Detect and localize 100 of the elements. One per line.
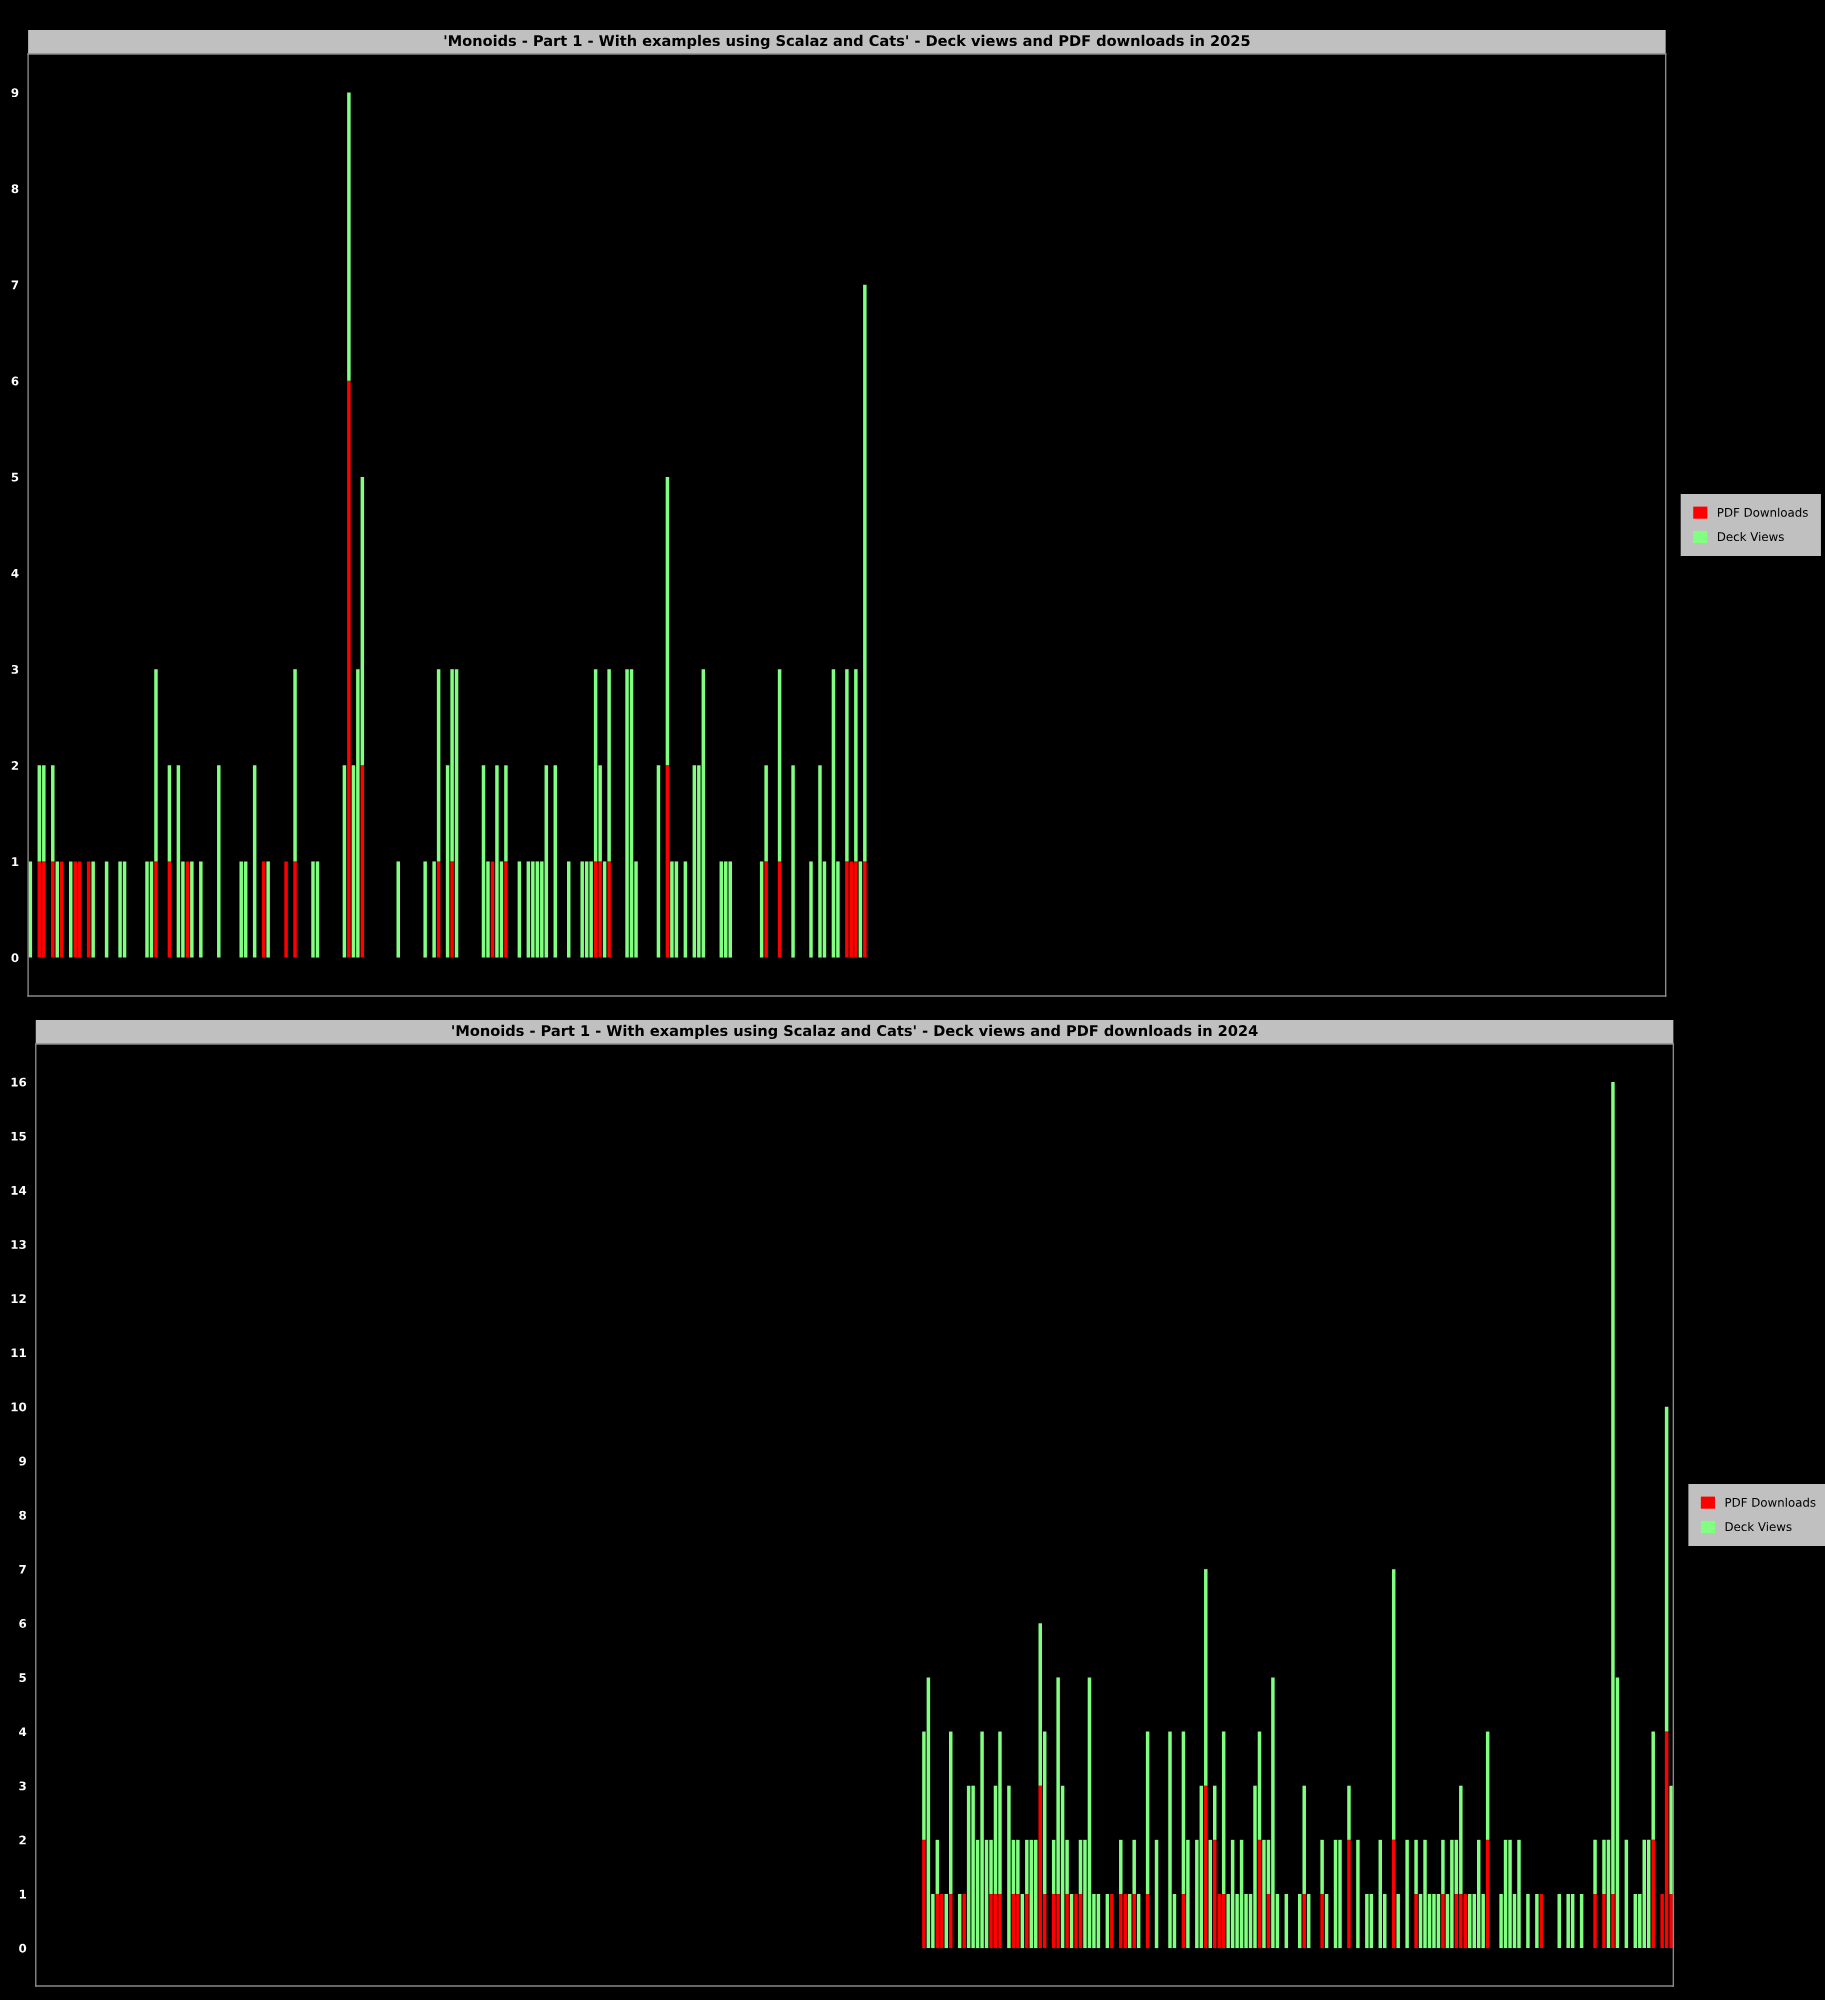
bar	[962, 1893, 966, 1949]
bar	[980, 1731, 984, 1949]
bar	[598, 861, 602, 958]
bar	[1405, 1839, 1409, 1949]
y-tick-label: 8	[11, 184, 19, 194]
bar	[1271, 1677, 1275, 1949]
bar	[293, 669, 297, 862]
bar	[60, 861, 64, 958]
bar	[998, 1731, 1002, 1894]
bar	[495, 765, 499, 958]
bar	[51, 765, 55, 862]
legend-label: Deck Views	[1717, 531, 1784, 542]
chart-title: 'Monoids - Part 1 - With examples using Scalaz and Cats' - Deck views and PDF downloads in 2025	[444, 34, 1250, 50]
bar	[971, 1785, 975, 1949]
bar	[1365, 1893, 1369, 1949]
bar	[1302, 1893, 1306, 1949]
bar	[190, 861, 194, 958]
y-tick-label: 0	[19, 1943, 27, 1953]
bar	[1535, 1893, 1539, 1949]
bar	[504, 765, 508, 862]
bar	[1651, 1839, 1655, 1949]
bar	[764, 861, 768, 958]
legend-label: PDF Downloads	[1725, 1497, 1816, 1507]
bar	[1025, 1893, 1029, 1949]
bar	[940, 1893, 944, 1949]
bar	[1034, 1839, 1038, 1949]
bar	[1669, 1785, 1673, 1894]
bar	[347, 92, 351, 381]
bar	[1320, 1893, 1324, 1949]
chart-title: 'Monoids - Part 1 - With examples using Scalaz and Cats' - Deck views and PDF downloads in 2024	[452, 1024, 1258, 1040]
bar	[1204, 1785, 1208, 1949]
bar	[311, 861, 315, 958]
legend-label: PDF Downloads	[1717, 507, 1808, 517]
y-tick-label: 9	[11, 88, 19, 98]
y-tick-label: 8	[19, 1510, 27, 1520]
bar	[1347, 1839, 1351, 1949]
bar	[1110, 1893, 1114, 1949]
y-tick-label: 10	[11, 1402, 27, 1412]
bar	[1526, 1893, 1530, 1949]
bar	[1338, 1839, 1342, 1949]
y-tick-label: 7	[11, 280, 19, 290]
bar	[818, 765, 822, 958]
y-tick-label: 9	[19, 1456, 26, 1466]
bar	[922, 1839, 926, 1949]
bar	[998, 1893, 1002, 1949]
bar	[347, 380, 351, 958]
bar	[845, 669, 849, 862]
y-tick-label: 2	[19, 1835, 26, 1845]
bar	[217, 765, 221, 958]
bar	[266, 861, 270, 958]
bar	[91, 861, 95, 958]
bar	[1132, 1893, 1136, 1949]
bar	[607, 861, 611, 958]
bar	[670, 861, 674, 958]
bar	[1651, 1731, 1655, 1840]
bar	[854, 861, 858, 958]
bar	[1016, 1893, 1020, 1949]
bar	[1038, 1785, 1042, 1949]
bar	[1302, 1785, 1306, 1894]
bar	[42, 861, 46, 958]
bar	[764, 765, 768, 862]
bar	[504, 861, 508, 958]
bar	[791, 765, 795, 958]
bar	[845, 861, 849, 958]
bar	[1065, 1893, 1069, 1949]
bar	[589, 861, 593, 958]
y-tick-label: 16	[11, 1077, 27, 1087]
y-tick-label: 15	[11, 1131, 26, 1141]
bar	[724, 861, 728, 958]
y-tick-label: 4	[19, 1727, 27, 1737]
bar	[154, 669, 158, 862]
bar	[1593, 1839, 1597, 1894]
bar	[854, 669, 858, 862]
y-tick-label: 5	[11, 472, 19, 482]
bar	[239, 861, 243, 958]
bar	[1168, 1731, 1172, 1949]
bar	[1517, 1839, 1521, 1949]
bar	[154, 861, 158, 958]
y-tick-label: 13	[11, 1240, 26, 1249]
y-tick-label: 7	[19, 1565, 26, 1574]
bar	[284, 861, 288, 958]
bar	[1347, 1785, 1351, 1840]
bar	[1204, 1569, 1208, 1786]
bar	[1593, 1893, 1597, 1949]
bar	[1016, 1839, 1020, 1894]
bar	[1508, 1839, 1512, 1949]
bar	[607, 669, 611, 862]
bar	[423, 861, 427, 958]
bar	[728, 861, 732, 958]
bar	[989, 1893, 993, 1949]
bar	[118, 861, 122, 958]
bar	[1441, 1839, 1445, 1894]
bar	[42, 765, 46, 862]
bar	[450, 861, 454, 958]
bar	[1396, 1893, 1400, 1949]
bar	[863, 861, 867, 958]
y-tick-label: 5	[19, 1673, 26, 1683]
y-tick-label: 3	[11, 664, 19, 674]
bar	[1611, 1893, 1615, 1949]
bar	[1566, 1893, 1570, 1949]
